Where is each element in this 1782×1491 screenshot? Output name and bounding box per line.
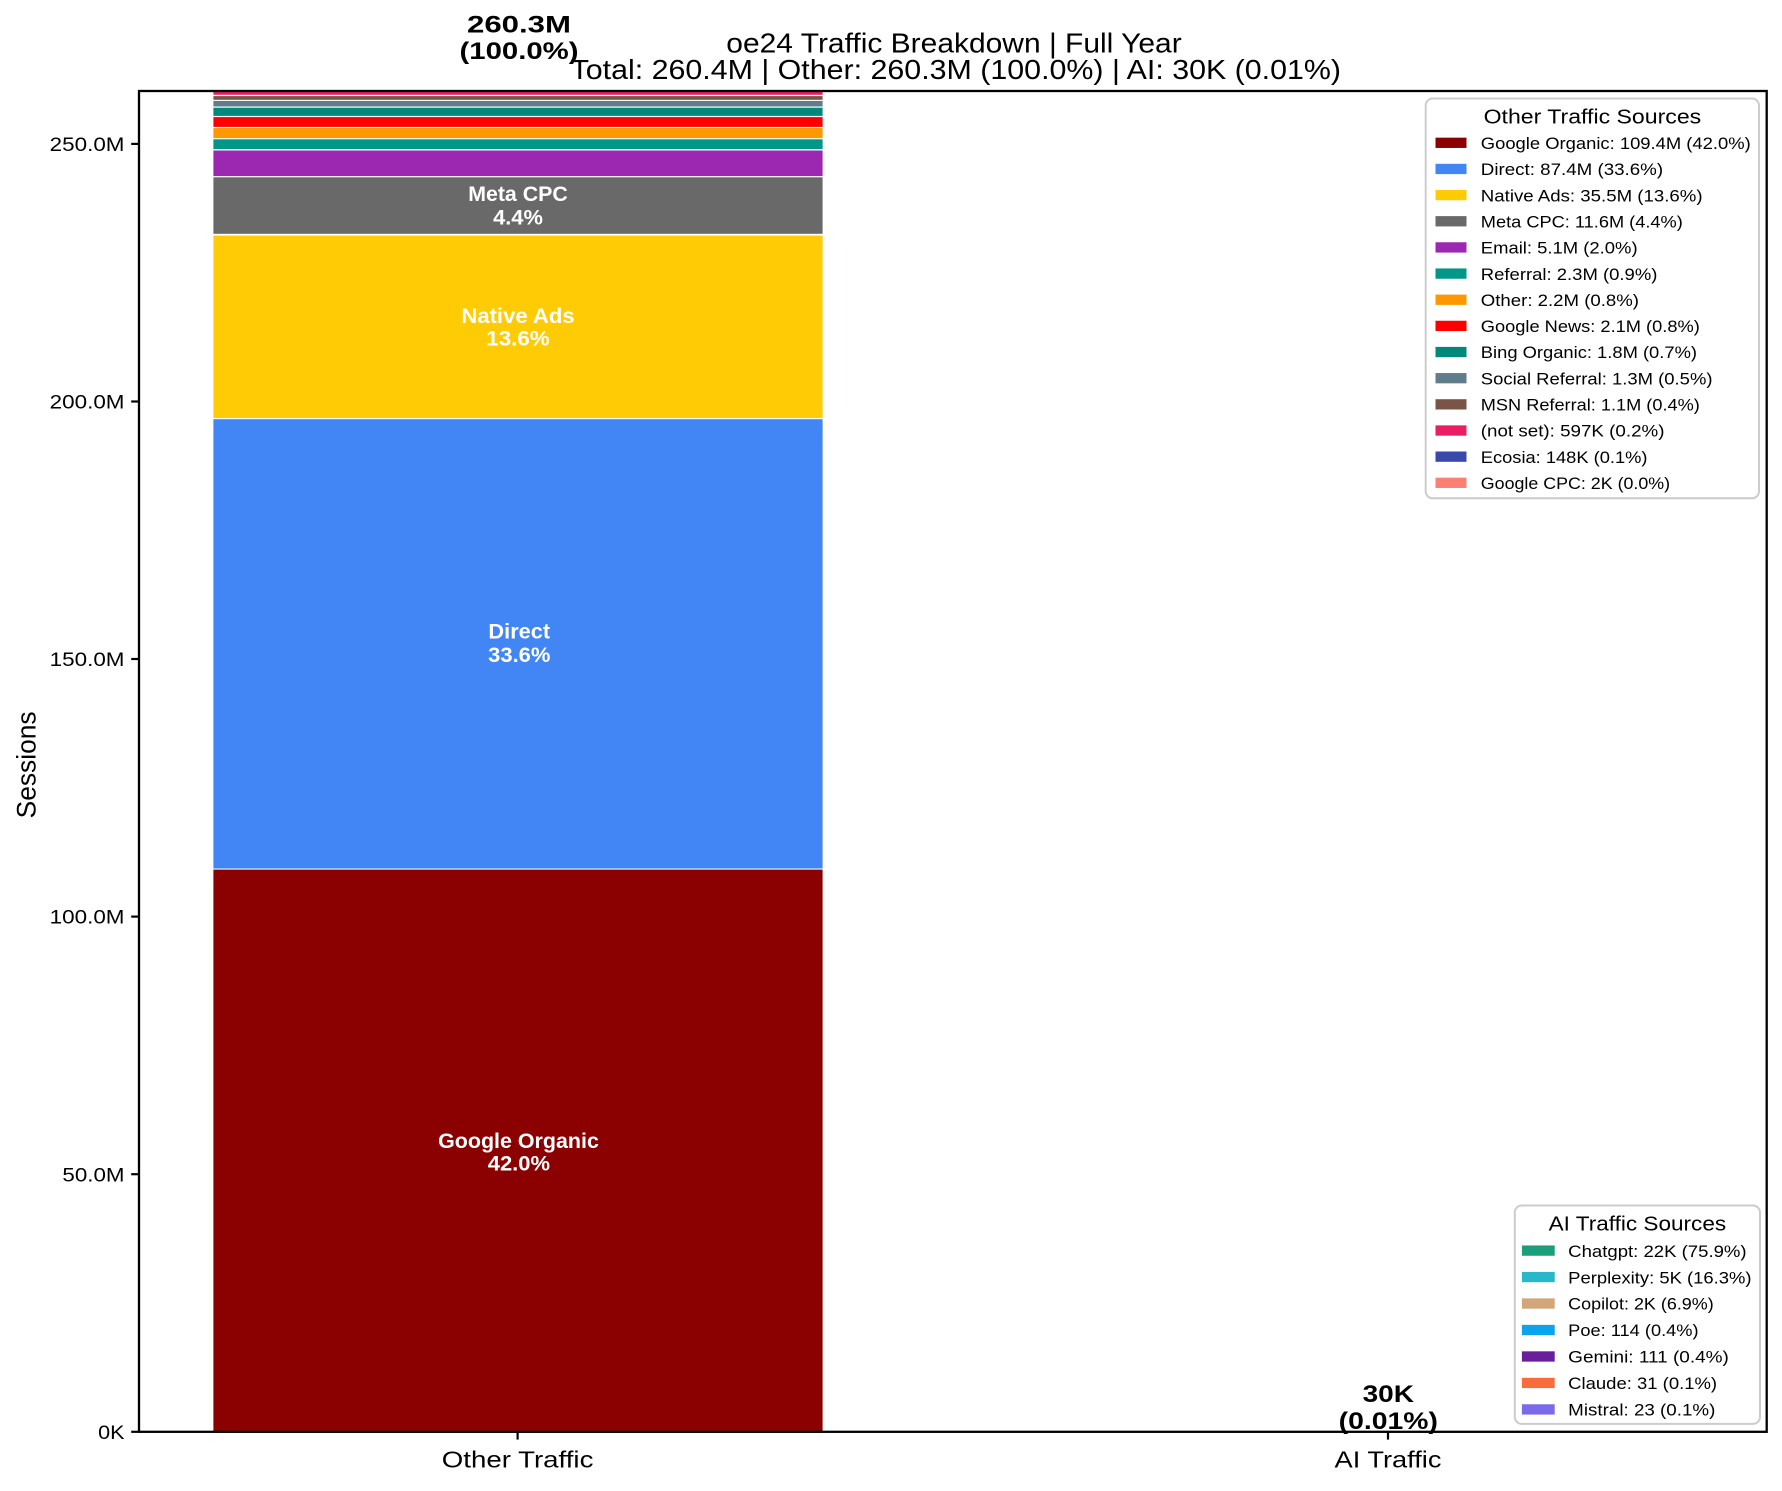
svg-text:Ecosia: 148K (0.1%): Ecosia: 148K (0.1%) <box>1481 448 1648 467</box>
svg-text:MSN Referral: 1.1M (0.4%): MSN Referral: 1.1M (0.4%) <box>1481 396 1700 415</box>
svg-text:Social Referral: 1.3M (0.5%): Social Referral: 1.3M (0.5%) <box>1481 369 1713 388</box>
svg-text:30K: 30K <box>1363 1381 1415 1408</box>
svg-text:42.0%: 42.0% <box>488 1152 550 1176</box>
svg-text:13.6%: 13.6% <box>486 327 549 351</box>
svg-text:100.0M: 100.0M <box>50 907 125 929</box>
svg-text:Chatgpt: 22K (75.9%): Chatgpt: 22K (75.9%) <box>1568 1242 1746 1261</box>
svg-text:Claude: 31 (0.1%): Claude: 31 (0.1%) <box>1568 1374 1717 1393</box>
svg-text:Gemini: 111 (0.4%): Gemini: 111 (0.4%) <box>1568 1348 1729 1367</box>
svg-text:33.6%: 33.6% <box>488 643 550 667</box>
svg-text:0K: 0K <box>98 1422 124 1444</box>
svg-text:(not set): 597K (0.2%): (not set): 597K (0.2%) <box>1481 422 1665 441</box>
svg-text:AI Traffic Sources: AI Traffic Sources <box>1549 1213 1727 1235</box>
svg-text:50.0M: 50.0M <box>62 1164 124 1186</box>
svg-text:200.0M: 200.0M <box>50 392 125 414</box>
svg-text:Sessions: Sessions <box>12 711 42 818</box>
svg-text:Referral: 2.3M (0.9%): Referral: 2.3M (0.9%) <box>1481 265 1658 284</box>
svg-text:260.3M: 260.3M <box>467 12 571 39</box>
svg-text:oe24 Traffic Breakdown | Full: oe24 Traffic Breakdown | Full Year <box>726 27 1181 58</box>
svg-text:Total: 260.4M | Other: 260.3M: Total: 260.4M | Other: 260.3M (100.0%) |… <box>571 54 1342 85</box>
svg-text:150.0M: 150.0M <box>50 649 125 671</box>
svg-text:Mistral: 23 (0.1%): Mistral: 23 (0.1%) <box>1568 1401 1715 1420</box>
svg-text:Direct: Direct <box>488 620 550 644</box>
svg-text:Google Organic: Google Organic <box>438 1129 599 1153</box>
svg-text:Native Ads: 35.5M (13.6%): Native Ads: 35.5M (13.6%) <box>1481 186 1703 205</box>
svg-text:(100.0%): (100.0%) <box>460 38 579 65</box>
svg-text:Google CPC: 2K (0.0%): Google CPC: 2K (0.0%) <box>1481 474 1670 493</box>
svg-text:Google Organic: 109.4M (42.0%): Google Organic: 109.4M (42.0%) <box>1481 134 1751 153</box>
svg-text:250.0M: 250.0M <box>50 134 125 156</box>
svg-text:Bing Organic: 1.8M (0.7%): Bing Organic: 1.8M (0.7%) <box>1481 343 1697 362</box>
svg-text:Other: 2.2M (0.8%): Other: 2.2M (0.8%) <box>1481 291 1639 310</box>
svg-text:Other Traffic: Other Traffic <box>442 1447 594 1473</box>
svg-text:(0.01%): (0.01%) <box>1339 1408 1438 1435</box>
svg-text:Native Ads: Native Ads <box>461 304 574 328</box>
svg-text:Direct: 87.4M (33.6%): Direct: 87.4M (33.6%) <box>1481 160 1663 179</box>
svg-text:Poe: 114 (0.4%): Poe: 114 (0.4%) <box>1568 1321 1698 1340</box>
svg-text:Perplexity: 5K (16.3%): Perplexity: 5K (16.3%) <box>1568 1268 1751 1287</box>
svg-text:Google News: 2.1M (0.8%): Google News: 2.1M (0.8%) <box>1481 317 1700 336</box>
svg-text:Copilot: 2K (6.9%): Copilot: 2K (6.9%) <box>1568 1295 1714 1314</box>
svg-text:Meta CPC: Meta CPC <box>468 182 568 206</box>
svg-text:AI Traffic: AI Traffic <box>1335 1447 1442 1473</box>
svg-text:Email: 5.1M (2.0%): Email: 5.1M (2.0%) <box>1481 239 1638 258</box>
svg-text:Meta CPC: 11.6M (4.4%): Meta CPC: 11.6M (4.4%) <box>1481 212 1683 231</box>
svg-text:Other Traffic Sources: Other Traffic Sources <box>1484 106 1702 128</box>
svg-text:4.4%: 4.4% <box>493 205 543 229</box>
